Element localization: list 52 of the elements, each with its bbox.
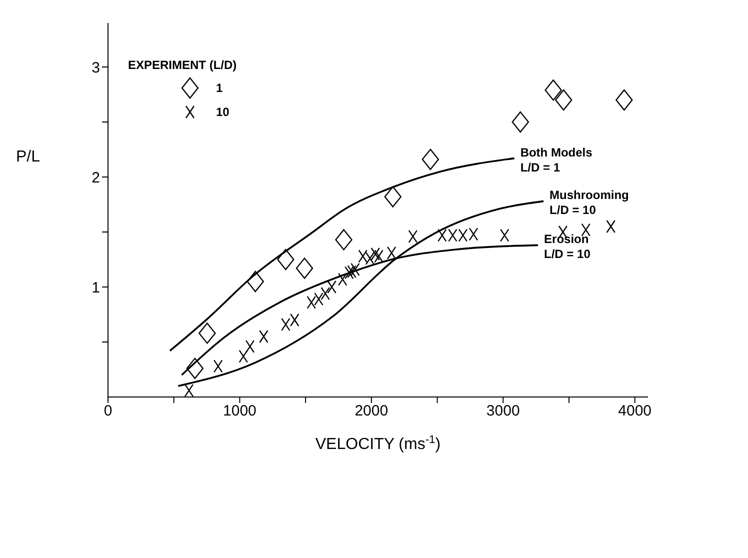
point <box>458 228 468 242</box>
point <box>281 318 290 331</box>
point <box>344 266 354 280</box>
y-tick-label: 1 <box>92 279 100 296</box>
point <box>296 258 314 279</box>
point <box>186 358 204 379</box>
point <box>198 322 216 344</box>
point <box>214 360 223 373</box>
point <box>374 250 384 263</box>
point <box>422 148 440 170</box>
point <box>554 89 572 111</box>
point <box>616 89 633 111</box>
point <box>438 228 447 242</box>
x-tick-label: 0 <box>104 402 112 420</box>
legend-label: 1 <box>216 81 223 95</box>
point <box>347 265 356 278</box>
y-tick-label: 2 <box>92 169 100 186</box>
point <box>512 111 529 133</box>
point <box>365 252 375 265</box>
point <box>338 272 348 286</box>
x-tick-label: 4000 <box>618 402 652 420</box>
point <box>306 296 316 309</box>
y-tick-label: 3 <box>92 59 100 76</box>
point <box>350 262 360 276</box>
point <box>277 248 294 270</box>
point <box>408 230 418 243</box>
point <box>544 80 562 101</box>
series-label: Both Models L/D = 1 <box>520 145 593 174</box>
point <box>320 287 330 300</box>
y-axis-title: P/L <box>16 148 40 166</box>
point <box>335 229 352 250</box>
point <box>238 350 248 363</box>
x-axis-title: VELOCITY (ms$^{-1}$) <box>315 434 441 453</box>
point <box>314 292 324 306</box>
legend-label: 10 <box>216 105 230 119</box>
series-label: Erosion L/D = 10 <box>544 232 591 262</box>
series-label: Mushrooming L/D = 10 <box>550 188 629 218</box>
point <box>245 340 255 353</box>
point <box>386 246 396 260</box>
x-tick-label: 2000 <box>354 402 388 420</box>
line-series <box>169 157 516 352</box>
x-tick-label: 1000 <box>223 402 256 420</box>
x-tick-label: 3000 <box>486 402 520 420</box>
line-series <box>180 244 539 376</box>
point <box>500 228 510 242</box>
legend-title: EXPERIMENT (L/D) <box>128 58 238 72</box>
point <box>384 186 402 208</box>
point <box>448 228 458 242</box>
point <box>184 384 194 397</box>
point <box>246 270 264 292</box>
point <box>358 250 368 263</box>
point <box>468 228 478 241</box>
